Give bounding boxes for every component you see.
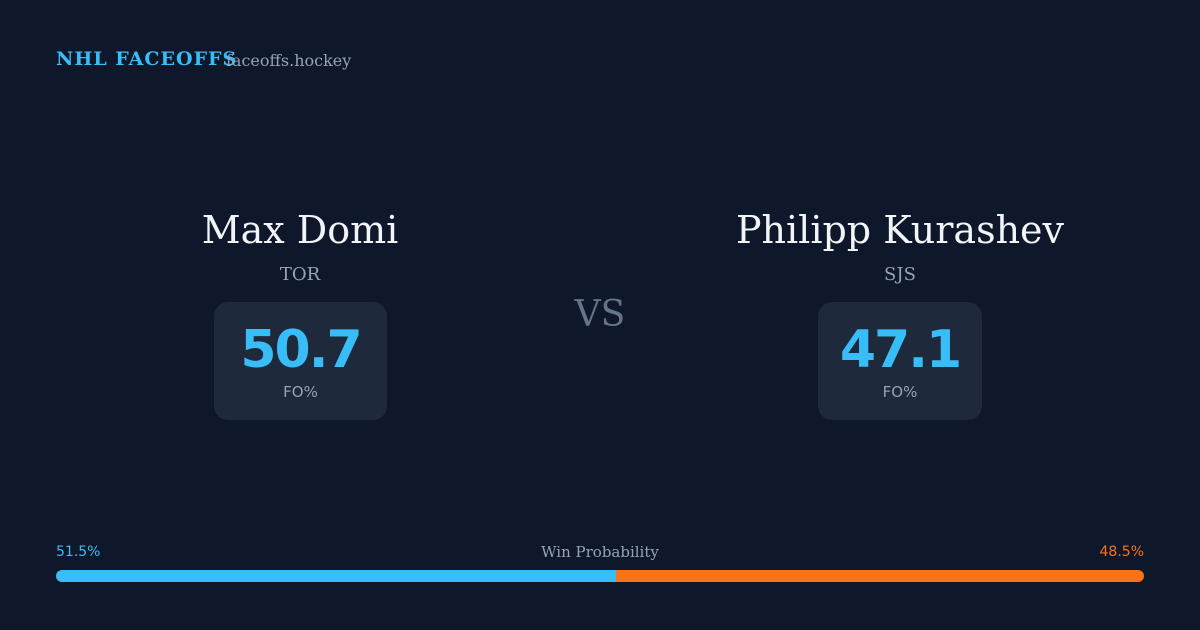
fo-label: FO% [283, 383, 318, 401]
site: faceoffs.hockey [226, 51, 352, 70]
team: SJS [884, 264, 916, 285]
win-segment [616, 570, 1144, 582]
player-name: Philipp Kurashev [735, 208, 1064, 252]
stat-card: 47.1 FO% [818, 302, 982, 420]
brand: NHL FACEOFFS [56, 48, 238, 70]
fo-value: 47.1 [839, 320, 962, 380]
stat-card: 50.7 FO% [214, 302, 387, 420]
vs: VS [574, 294, 626, 335]
player-name: Max Domi [201, 208, 399, 252]
team: TOR [279, 264, 321, 285]
win-segment [56, 570, 617, 582]
win-label: Win Probability [541, 543, 659, 561]
win-bar [56, 570, 1144, 582]
win-pct-left: 51.5% [56, 544, 101, 560]
win-pct-right: 48.5% [1099, 544, 1144, 560]
fo-label: FO% [882, 383, 918, 401]
fo-value: 50.7 [240, 320, 362, 380]
